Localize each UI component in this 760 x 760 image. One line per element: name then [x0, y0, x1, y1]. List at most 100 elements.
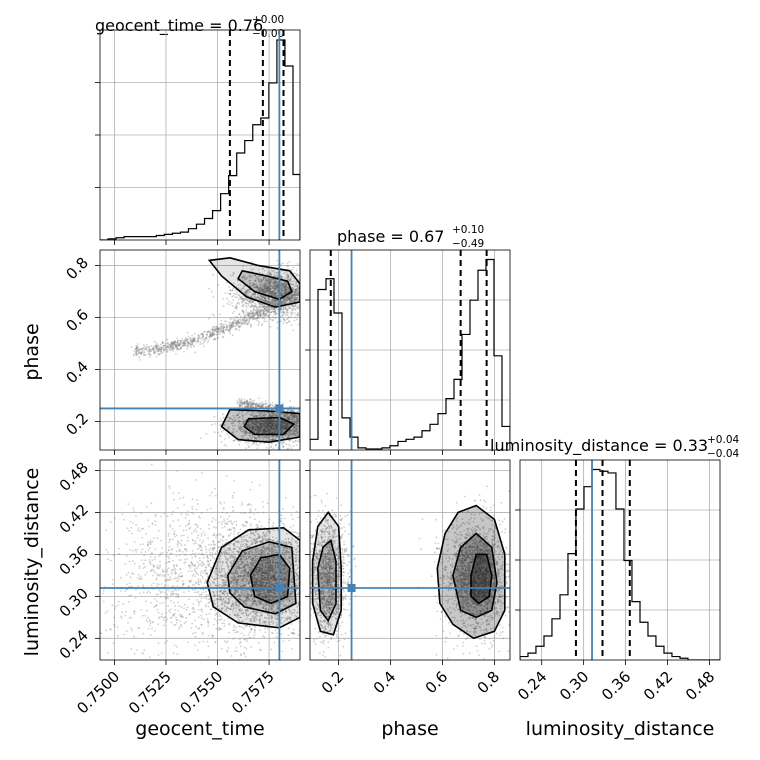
scatter-point [176, 342, 179, 345]
scatter-point [257, 429, 260, 432]
scatter-point [191, 340, 194, 343]
scatter-point [208, 335, 210, 338]
scatter-point [231, 289, 234, 292]
scatter-point [294, 440, 297, 442]
scatter-point [224, 320, 227, 323]
scatter-point [192, 339, 195, 341]
scatter-point [260, 295, 263, 297]
scatter-point [223, 332, 226, 335]
scatter-point [265, 282, 267, 284]
scatter-point [289, 283, 292, 285]
scatter-point [211, 331, 214, 334]
scatter-point [287, 297, 290, 299]
scatter-point [152, 348, 155, 351]
title-luminosity-distance-minus: −0.04 [707, 448, 739, 460]
scatter-point [222, 539, 224, 542]
scatter-point [228, 324, 231, 327]
scatter-point [239, 315, 242, 318]
scatter-point [262, 289, 264, 292]
scatter-point [252, 310, 255, 313]
scatter-point [216, 333, 219, 336]
scatter-point [272, 284, 274, 286]
scatter-point [154, 345, 157, 348]
scatter-point [293, 417, 296, 419]
scatter-point [282, 311, 285, 313]
scatter-point [287, 288, 290, 291]
scatter-point [265, 413, 267, 416]
scatter-point [272, 310, 275, 313]
scatter-point [148, 350, 151, 352]
scatter-point [263, 436, 265, 439]
scatter-point [199, 343, 202, 346]
scatter-point [280, 281, 282, 283]
scatter-point [268, 421, 271, 424]
scatter-point [242, 275, 245, 278]
scatter-point [293, 300, 295, 303]
scatter-point [284, 427, 286, 430]
scatter-point [250, 420, 253, 423]
scatter-point [268, 287, 270, 290]
scatter-point [181, 343, 184, 345]
scatter-point [271, 294, 274, 297]
scatter-point [249, 310, 252, 313]
scatter-point [172, 342, 175, 345]
scatter-point [263, 297, 266, 299]
scatter-point [226, 302, 229, 305]
scatter-point [274, 292, 277, 294]
scatter-point [282, 446, 285, 448]
scatter-point [271, 319, 274, 322]
scatter-point [209, 331, 212, 334]
scatter-point [170, 342, 173, 344]
scatter-point [268, 281, 271, 284]
scatter-point [212, 296, 215, 298]
scatter-point [244, 285, 247, 287]
scatter-point [280, 424, 282, 426]
scatter-point [289, 400, 291, 402]
scatter-point [265, 286, 268, 289]
scatter-point [273, 272, 276, 274]
scatter-point [252, 305, 255, 308]
scatter-point [269, 428, 271, 430]
scatter-point [290, 300, 293, 303]
scatter-point [251, 312, 254, 315]
scatter-point [239, 401, 241, 403]
scatter-point [233, 427, 235, 430]
scatter-point [202, 331, 205, 333]
scatter-point [220, 441, 223, 443]
scatter-point [220, 328, 223, 330]
scatter-point [213, 331, 216, 333]
scatter-point [285, 418, 288, 420]
scatter-point [257, 427, 259, 429]
scatter-point [270, 419, 273, 422]
scatter-point [283, 426, 285, 429]
scatter-point [260, 420, 263, 423]
scatter-point [189, 337, 192, 339]
scatter-point [228, 328, 231, 331]
scatter-point [280, 421, 282, 424]
scatter-point [245, 290, 248, 293]
scatter-point [285, 287, 287, 289]
scatter-point [271, 524, 274, 527]
scatter-point [275, 302, 278, 305]
scatter-point [255, 283, 257, 285]
scatter-point [273, 285, 276, 287]
scatter-point [277, 418, 279, 421]
scatter-point [175, 344, 178, 346]
scatter-point [173, 344, 175, 346]
scatter-point [237, 420, 240, 423]
scatter-point [266, 290, 269, 293]
scatter-point [263, 282, 266, 284]
scatter-point [265, 436, 268, 439]
scatter-point [181, 345, 184, 347]
scatter-point [270, 422, 273, 425]
scatter-point [252, 307, 255, 310]
scatter-point [201, 335, 204, 337]
scatter-point [183, 342, 185, 345]
scatter-point [262, 311, 265, 313]
scatter-point [289, 307, 291, 310]
scatter-point [288, 298, 291, 301]
scatter-point [250, 316, 253, 318]
scatter-point [283, 427, 286, 430]
scatter-point [183, 340, 186, 343]
scatter-point [221, 329, 224, 332]
